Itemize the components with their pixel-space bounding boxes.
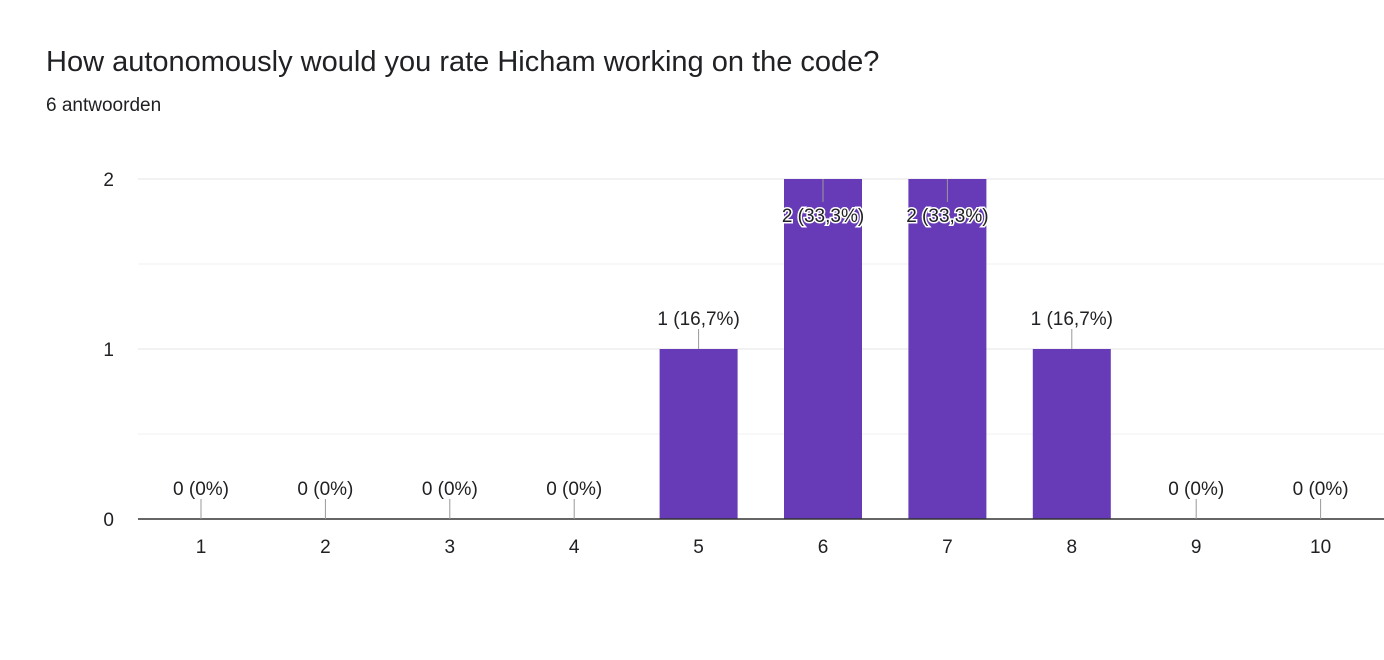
x-tick-label: 3 [445,537,456,558]
x-tick-label: 4 [569,537,580,558]
data-label: 0 (0%) [546,479,602,500]
data-label: 0 (0%) [297,479,353,500]
bar [784,179,862,519]
bar [908,179,987,519]
data-label: 0 (0%) [173,479,229,500]
x-tick-label: 10 [1310,537,1331,558]
y-tick-label: 0 [103,510,114,531]
x-tick-label: 1 [196,537,207,558]
data-label: 0 (0%) [1168,479,1224,500]
bar [1032,349,1111,519]
data-label: 0 (0%) [422,479,478,500]
data-label: 1 (16,7%) [657,309,739,330]
data-labels: 0 (0%) 0 (0%) 0 (0%) 0 (0%) 1 (16,7%) 2 (33,3… [173,179,1349,519]
x-tick-label: 9 [1191,537,1202,558]
x-tick-label: 6 [818,537,829,558]
y-tick-label: 1 [103,340,114,361]
bars [659,179,1111,519]
grid-lines [138,178,1384,435]
y-axis-tick-labels: 0 1 2 [103,170,114,531]
data-label: 0 (0%) [1293,479,1349,500]
x-tick-label: 8 [1067,537,1078,558]
data-label: 1 (16,7%) [1031,309,1113,330]
y-tick-label: 2 [103,170,114,191]
x-tick-label: 2 [320,537,331,558]
response-count: 6 antwoorden [46,95,162,116]
x-axis-tick-labels: 1 2 3 4 5 6 7 8 9 10 [196,537,1331,558]
bar [659,349,738,519]
data-label: 2 (33,3%) [906,206,988,227]
x-tick-label: 5 [693,537,704,558]
question-title: How autonomously would you rate Hicham w… [46,46,880,78]
data-label: 2 (33,3%) [782,206,864,227]
x-tick-label: 7 [942,537,953,558]
